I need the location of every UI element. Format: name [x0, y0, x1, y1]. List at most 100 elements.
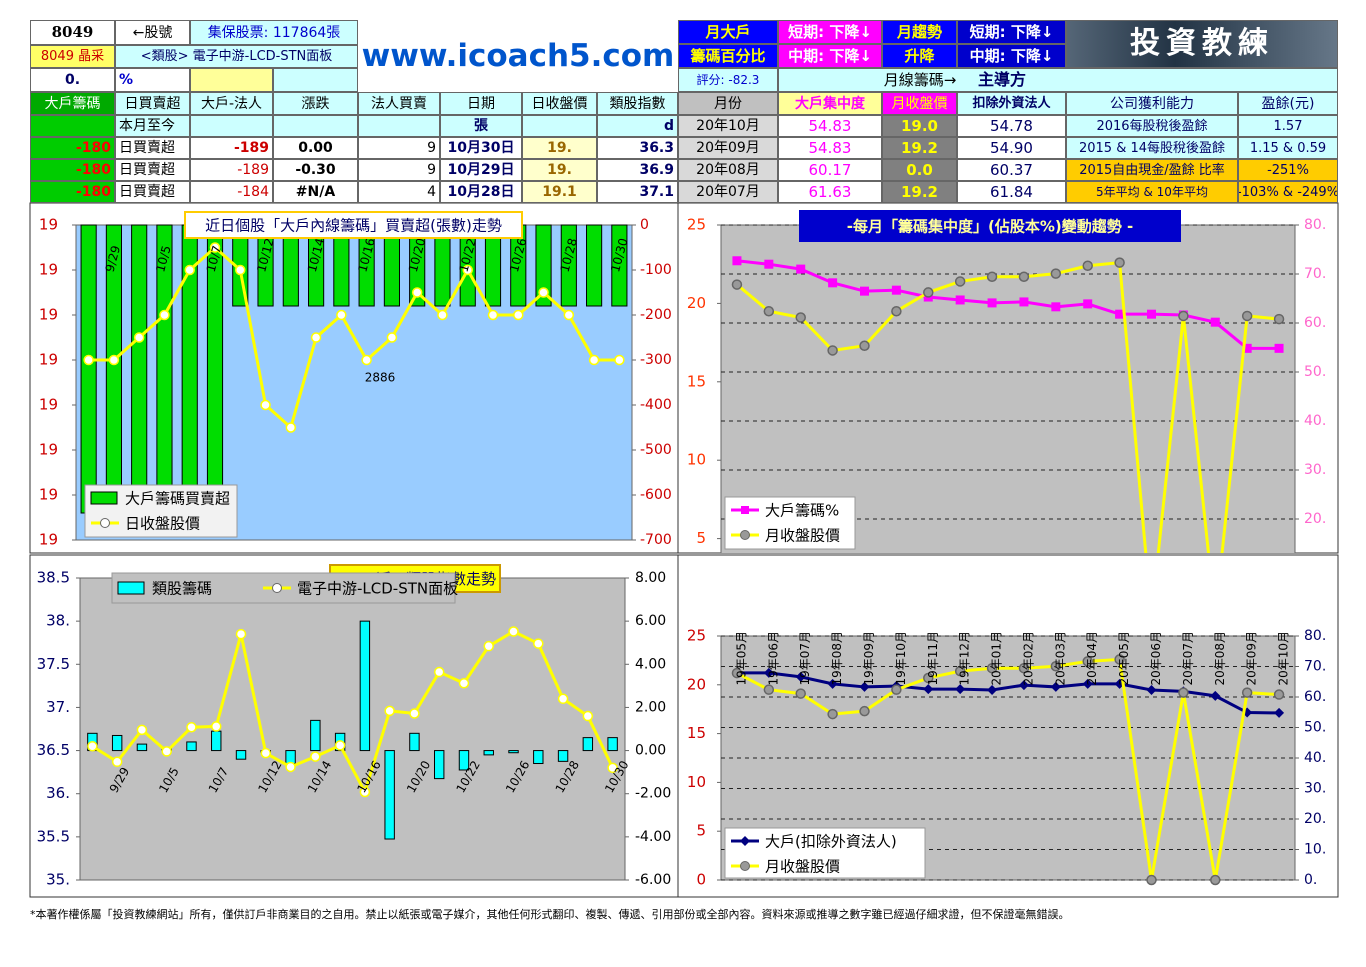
column-header: 扣除外資法人: [957, 92, 1066, 115]
marker: [136, 724, 148, 736]
marker: [764, 259, 774, 269]
y2-tick-label: 20.: [1304, 811, 1326, 827]
marker: [1147, 309, 1156, 319]
marker: [1210, 317, 1220, 327]
x-tick-label: 19年05月: [734, 631, 748, 686]
marker: [1274, 343, 1284, 353]
marker: [891, 305, 902, 317]
legend-swatch: [117, 581, 145, 595]
marker: [1114, 654, 1125, 665]
bar: [285, 750, 296, 765]
footer-note: *本著作權係屬「投資教練網站」所有，僅供訂戶非商業目的之自用。禁止以紙張或電子媒…: [30, 907, 1070, 921]
column-header: 日收盤價: [522, 92, 597, 115]
marker: [795, 688, 806, 699]
legend-label: 電子中游-LCD-STN面板: [297, 580, 458, 598]
marker: [487, 309, 499, 321]
table-cell: 19.2: [882, 137, 957, 159]
table-cell: 19.2: [882, 181, 957, 203]
marker: [955, 295, 965, 305]
chart: 0 5 10 15 20 25 0. 10. 20. 30. 40. 50. 60. 70. 80. 大戶(扣…: [687, 627, 1326, 889]
chart: 35. 35.5 36. 36.5 37. 37.5 38. 38.5 -6.00 -4.00 -2…: [37, 564, 671, 889]
x-tick-label: 9/29: [103, 244, 123, 274]
marker: [1050, 268, 1062, 279]
table-cell: 10月28日: [440, 181, 522, 203]
y2-tick-label: -6.00: [635, 872, 671, 888]
annotation: 2886: [365, 371, 396, 385]
marker: [607, 762, 618, 774]
marker: [334, 740, 346, 751]
marker: [186, 722, 197, 733]
table-cell: 9: [358, 159, 440, 181]
marker: [732, 256, 742, 266]
x-tick-label: 19年12月: [958, 631, 972, 686]
bar: [607, 737, 618, 752]
y-tick-label: 10: [687, 451, 706, 469]
marker: [409, 708, 420, 719]
table-cell: 19.: [522, 137, 597, 159]
marker: [860, 286, 869, 296]
marker: [827, 678, 838, 689]
table-cell: 0.00: [273, 137, 358, 159]
y-tick-label: 19: [39, 351, 58, 369]
table-cell: 2015 & 14每股稅後盈餘: [1066, 137, 1238, 159]
bar: [359, 620, 371, 752]
bar: [458, 750, 470, 771]
bar: [533, 750, 544, 765]
y2-tick-label: 50.: [1304, 364, 1326, 380]
marker: [614, 354, 625, 366]
table-cell: 19.1: [522, 181, 597, 203]
line: [736, 259, 1280, 350]
bar: [535, 224, 552, 307]
column-header: 大戶-法人: [190, 92, 273, 115]
line: [91, 629, 614, 796]
y2-tick-label: 0.00: [635, 743, 666, 759]
marker: [458, 678, 470, 689]
marker: [1115, 309, 1125, 319]
chart-title: 近日個股「大戶內線籌碼」買賣超(張數)走勢: [205, 217, 502, 235]
table-cell: 61.84: [957, 181, 1066, 203]
y-tick-label: 25: [687, 216, 706, 234]
marker: [1050, 681, 1061, 692]
table-cell: 8049 晶采: [30, 45, 115, 68]
legend-marker: [272, 583, 282, 593]
y-tick-label: 20: [687, 294, 706, 312]
marker: [285, 761, 296, 773]
y-tick-label: 19: [39, 441, 58, 459]
table-cell: 0.: [30, 68, 115, 92]
x-tick-label: 20年08月: [1213, 631, 1227, 686]
legend-marker: [740, 861, 750, 871]
marker: [827, 708, 838, 720]
legend-marker: [740, 530, 750, 540]
x-tick-label: 19年07月: [798, 631, 812, 686]
marker: [923, 672, 934, 684]
marker: [260, 399, 271, 411]
bar: [186, 741, 197, 752]
table-cell: d: [597, 115, 678, 137]
y2-tick-label: 70.: [1304, 266, 1326, 282]
marker: [859, 705, 870, 717]
bar: [611, 224, 628, 307]
marker: [1241, 310, 1253, 322]
y2-tick-label: 40.: [1304, 413, 1326, 429]
table-cell: %: [115, 68, 190, 92]
table-cell: 日買賣超: [115, 181, 190, 203]
marker: [1146, 684, 1157, 695]
marker: [159, 309, 170, 321]
marker: [557, 693, 569, 705]
table-cell: 集保股票: 117864張: [190, 20, 358, 45]
column-header: 日買賣超: [115, 92, 190, 115]
y-tick-label: 38.: [46, 612, 70, 630]
marker: [87, 741, 98, 752]
line: [88, 245, 620, 431]
y-tick-label: 5: [696, 529, 706, 547]
marker: [763, 305, 775, 317]
table-cell: 月線籌碼→: [883, 70, 957, 89]
marker: [891, 684, 902, 695]
x-tick-label: 19年11月: [926, 631, 940, 686]
legend-label: 類股籌碼: [152, 580, 212, 598]
line: [736, 657, 1280, 881]
marker: [582, 710, 594, 722]
y-tick-label: 19: [39, 261, 58, 279]
table-cell: 54.83: [778, 137, 882, 159]
table-cell: 短期: 下降↓: [778, 20, 882, 44]
